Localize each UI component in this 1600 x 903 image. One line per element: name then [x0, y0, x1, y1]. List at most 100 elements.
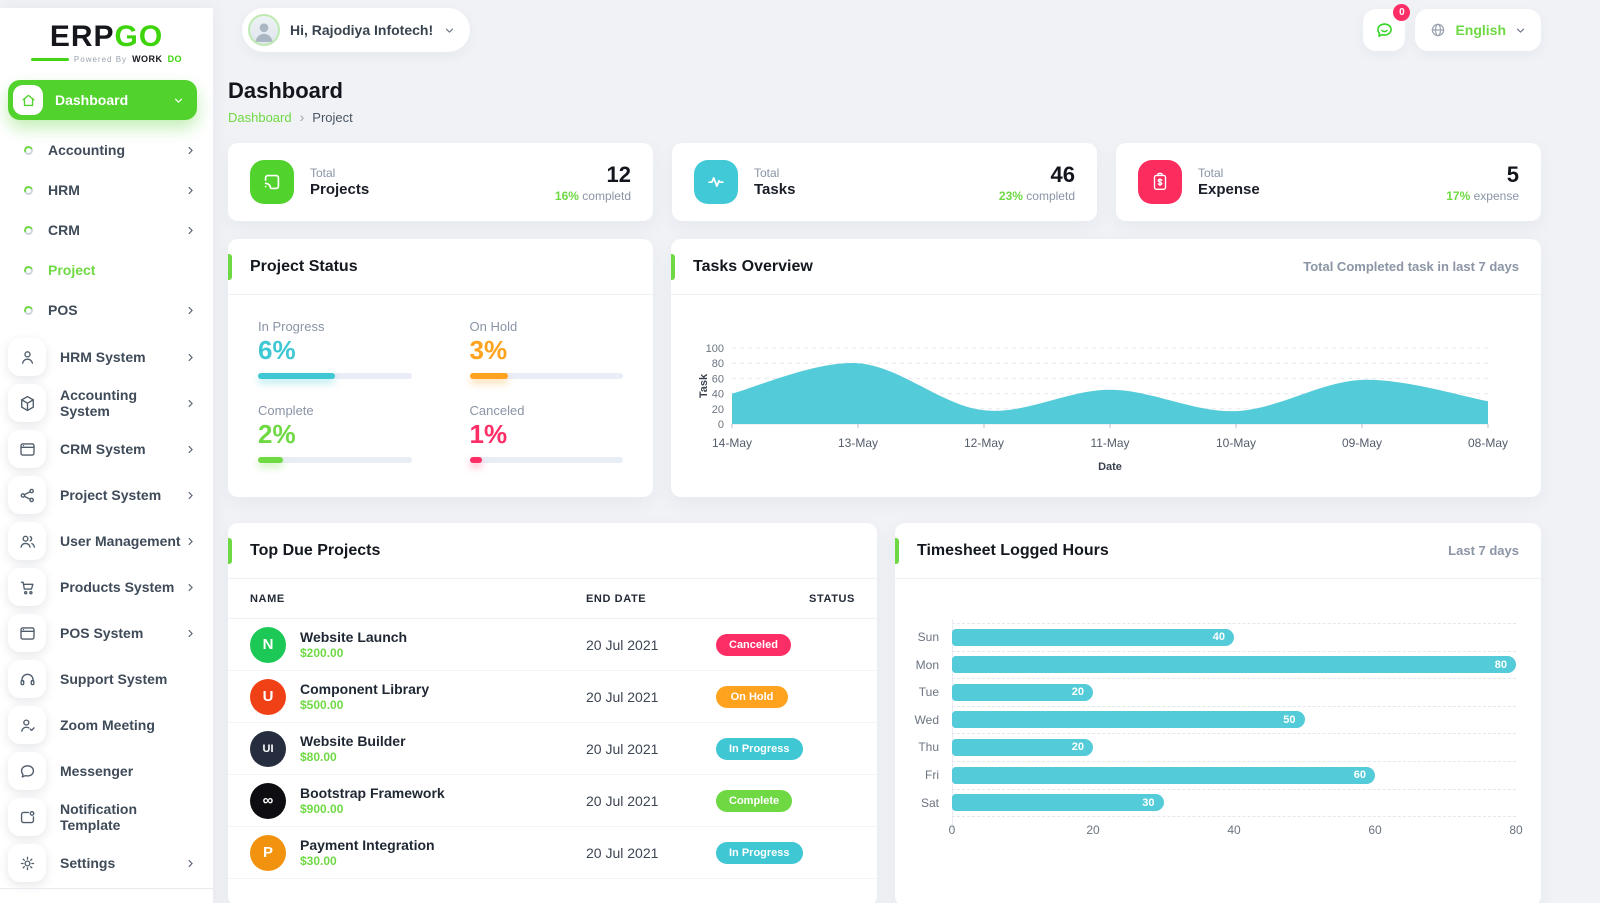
- project-logo: UI: [250, 730, 286, 767]
- table-row[interactable]: N Website Launch $200.00 20 Jul 2021 Cancele…: [228, 619, 877, 671]
- sidebar-item-products-system[interactable]: Products System: [0, 564, 213, 610]
- tasks-overview-chart: 0 20 40 60 80 100 14-May 13-May 12-May 11-May 10-M…: [698, 343, 1508, 473]
- status-ring-icon: [22, 264, 35, 276]
- card-accent: [671, 254, 675, 280]
- sidebar-item-support-system[interactable]: Support System: [0, 656, 213, 702]
- sidebar-item-zoom-meeting[interactable]: Zoom Meeting: [0, 702, 213, 748]
- status-percent: 1%: [469, 419, 508, 449]
- sidebar-item-accounting[interactable]: Accounting: [0, 130, 213, 170]
- timesheet-subtitle: Last 7 days: [1448, 543, 1519, 558]
- project-status-header: Project Status: [228, 239, 653, 295]
- sidebar-item-settings[interactable]: Settings: [0, 840, 213, 886]
- project-logo: U: [250, 678, 286, 715]
- bar-value-label: 20: [1071, 741, 1084, 754]
- project-name: Bootstrap Framework: [300, 785, 445, 801]
- sidebar-item-accounting-system[interactable]: Accounting System: [0, 380, 213, 426]
- project-status-item-on-hold: On Hold 3%: [469, 319, 623, 379]
- sidebar-item-notification-template[interactable]: Notification Template: [0, 794, 213, 840]
- sidebar-item-pos-system[interactable]: POS System: [0, 610, 213, 656]
- chevron-right-icon: [184, 224, 197, 237]
- gear-icon: [8, 844, 46, 882]
- table-row[interactable]: UI Website Builder $80.00 20 Jul 2021 In Pro…: [228, 723, 877, 775]
- sidebar-item-user-management[interactable]: User Management: [0, 518, 213, 564]
- timesheet-bar[interactable]: 20: [952, 738, 1093, 756]
- table-row[interactable]: U Component Library $500.00 20 Jul 2021 On H…: [228, 671, 877, 723]
- brand-logo[interactable]: ERPGO Powered By WORK DO: [0, 8, 213, 70]
- status-ring-icon: [22, 304, 35, 316]
- cube-icon: [8, 384, 46, 422]
- progress-bar: [258, 373, 412, 379]
- timesheet-bar[interactable]: 20: [952, 683, 1093, 701]
- sidebar-item-dashboard[interactable]: Dashboard: [8, 80, 197, 120]
- card-accent: [895, 538, 899, 564]
- project-status-card: Project Status In Progress 6% On Hold 3% Com…: [228, 239, 653, 497]
- svg-text:09-May: 09-May: [1342, 436, 1382, 450]
- status-badge: In Progress: [716, 737, 803, 760]
- notification-icon: [8, 798, 46, 836]
- svg-text:40: 40: [712, 389, 724, 401]
- timesheet-day-label: Thu: [918, 740, 939, 755]
- person-check-icon: [8, 706, 46, 744]
- status-ring-icon: [22, 184, 35, 196]
- sidebar-item-crm[interactable]: CRM: [0, 210, 213, 250]
- sidebar-item-hrm[interactable]: HRM: [0, 170, 213, 210]
- status-label: Canceled: [469, 403, 525, 418]
- chevron-right-icon: [184, 351, 197, 364]
- stat-card-tasks: Total Tasks 46 23% completd: [672, 143, 1097, 221]
- timesheet-day-label: Tue: [918, 685, 939, 700]
- svg-text:13-May: 13-May: [838, 436, 878, 450]
- stat-top-label: Total: [310, 166, 336, 180]
- sidebar-item-hrm-system[interactable]: HRM System: [0, 334, 213, 380]
- users-icon: [8, 522, 46, 560]
- stat-percent: 23%: [998, 188, 1023, 203]
- sidebar-item-messenger[interactable]: Messenger: [0, 748, 213, 794]
- stat-percent-suffix: expense: [1473, 188, 1519, 203]
- project-amount: $30.00: [300, 854, 337, 868]
- status-label: In Progress: [258, 319, 325, 334]
- sidebar-item-crm-system[interactable]: CRM System: [0, 426, 213, 472]
- sidebar-item-project-system[interactable]: Project System: [0, 472, 213, 518]
- language-selector[interactable]: English: [1415, 9, 1541, 51]
- column-header-status: STATUS: [809, 592, 855, 605]
- table-row[interactable]: ∞ Bootstrap Framework $900.00 20 Jul 2021 Co…: [228, 775, 877, 827]
- sidebar-system-list: HRM System Accounting System CRM System Pro…: [0, 334, 213, 886]
- column-header-end-date: END DATE: [586, 592, 647, 605]
- svg-text:0: 0: [718, 419, 724, 431]
- status-percent: 6%: [258, 335, 296, 365]
- timesheet-bar[interactable]: 60: [952, 766, 1375, 784]
- status-percent: 3%: [469, 335, 508, 365]
- status-ring-icon: [22, 144, 35, 156]
- stat-main-label: Tasks: [754, 181, 796, 198]
- messages-button[interactable]: 0: [1363, 4, 1411, 51]
- timesheet-chart: Sun 40 Mon 80 Tue 20 Wed 50 Thu 20 Fri 60 Sat 30 0 20 40…: [895, 579, 1541, 903]
- sidebar-item-pos[interactable]: POS: [0, 290, 213, 330]
- sidebar-item-project[interactable]: Project: [0, 250, 213, 290]
- user-greeting: Hi, Rajodiya Infotech!: [290, 22, 434, 38]
- user-menu[interactable]: Hi, Rajodiya Infotech!: [242, 8, 471, 52]
- project-logo: N: [250, 626, 286, 663]
- timesheet-bar[interactable]: 30: [952, 794, 1164, 812]
- breadcrumb-dashboard-link[interactable]: Dashboard: [228, 109, 292, 125]
- home-icon: [13, 85, 43, 115]
- table-body: N Website Launch $200.00 20 Jul 2021 Cancele…: [228, 619, 877, 879]
- progress-fill: [258, 457, 283, 463]
- bar-value-label: 30: [1142, 796, 1155, 809]
- project-end-date: 20 Jul 2021: [586, 792, 659, 809]
- timesheet-day-label: Fri: [925, 768, 939, 782]
- status-badge: Complete: [716, 789, 793, 812]
- svg-text:20: 20: [712, 404, 724, 416]
- table-row[interactable]: P Payment Integration $30.00 20 Jul 2021 In …: [228, 827, 877, 879]
- stat-percent-suffix: completd: [1026, 188, 1075, 203]
- tasks-overview-subtitle: Total Completed task in last 7 days: [1303, 259, 1519, 274]
- timesheet-day-label: Mon: [915, 657, 939, 672]
- status-percent: 2%: [258, 419, 296, 449]
- progress-bar: [258, 457, 412, 463]
- timesheet-bar[interactable]: 40: [952, 628, 1234, 646]
- window-icon: [8, 430, 46, 468]
- svg-text:60: 60: [712, 373, 724, 385]
- brand-name: ERPGO: [49, 20, 164, 53]
- timesheet-axis-tick: 20: [1086, 823, 1100, 838]
- timesheet-bar[interactable]: 50: [952, 711, 1305, 729]
- timesheet-bar[interactable]: 80: [952, 656, 1516, 674]
- page-title: Dashboard: [228, 78, 343, 103]
